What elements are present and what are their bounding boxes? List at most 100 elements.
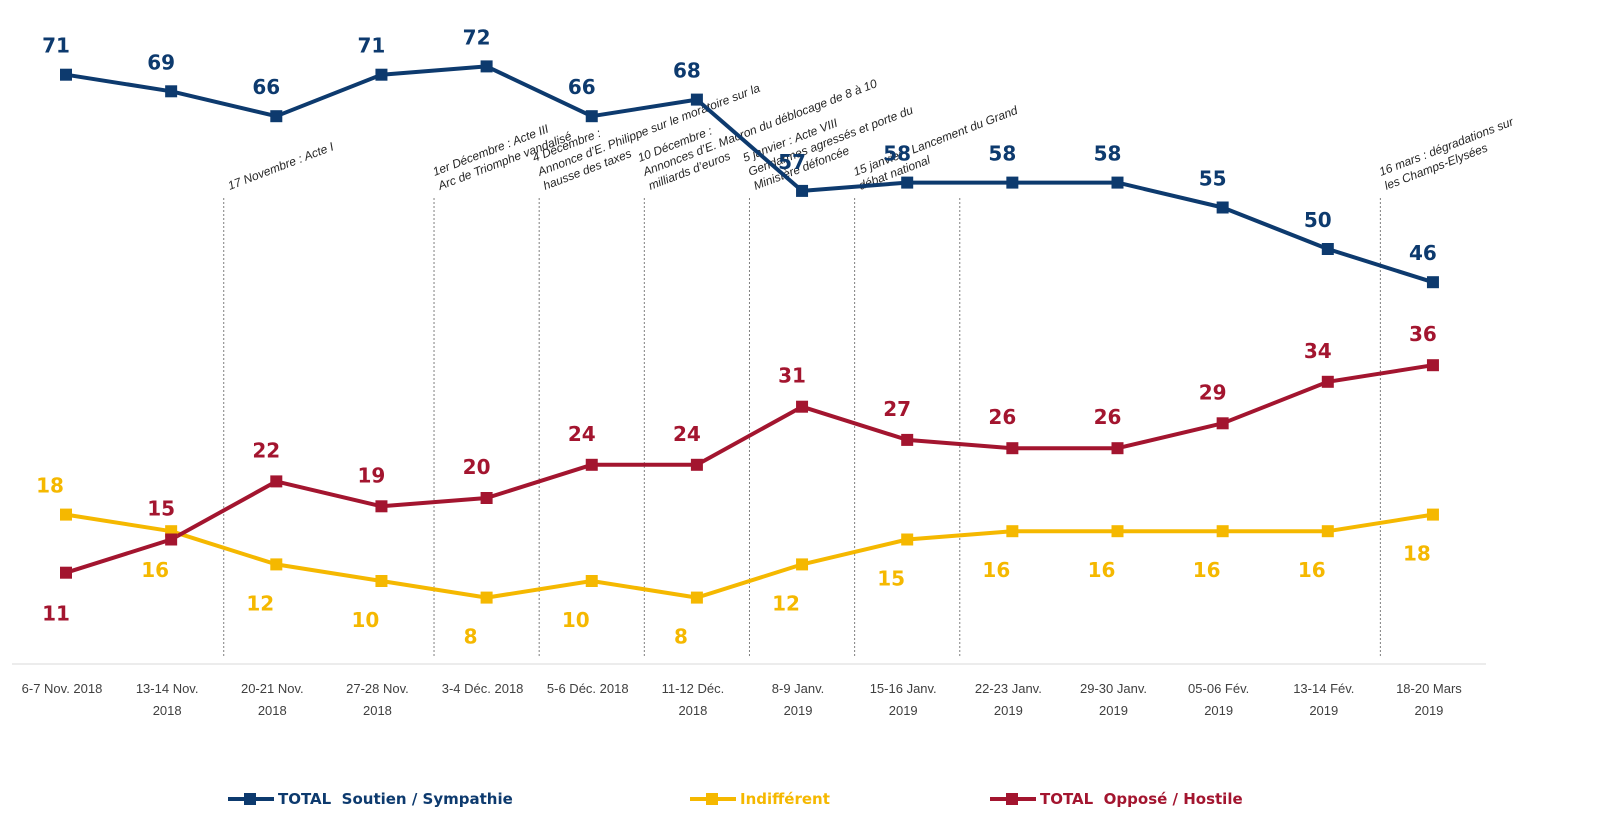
marker-soutien-4	[480, 60, 493, 73]
marker-indifferent-9	[1006, 525, 1019, 538]
marker-oppose-6	[690, 458, 703, 471]
x-tick-label-7: 8-9 Janv. 2019	[772, 681, 825, 718]
marker-oppose-13	[1426, 359, 1439, 372]
x-tick-label-2: 20-21 Nov. 2018	[241, 681, 304, 718]
x-tick-label-12: 13-14 Fév. 2019	[1293, 681, 1354, 718]
marker-soutien-0	[60, 68, 72, 81]
value-label-oppose-7: 31	[778, 364, 806, 388]
value-labels: 71 69 66 71 72 66 68 57 58 58 58 55 50 46 18 16 12 10 8 10 8…	[36, 25, 1437, 648]
value-label-indifferent-9: 16	[982, 558, 1010, 582]
value-label-soutien-10: 58	[1094, 142, 1122, 166]
marker-indifferent-8	[901, 533, 914, 546]
value-label-indifferent-2: 12	[246, 591, 274, 615]
value-label-oppose-9: 26	[988, 405, 1016, 429]
marker-oppose-2	[270, 475, 283, 488]
value-label-soutien-11: 55	[1199, 167, 1227, 191]
value-label-soutien-2: 66	[252, 75, 280, 99]
marker-indifferent-4	[480, 591, 493, 604]
value-label-oppose-13: 36	[1409, 322, 1437, 346]
marker-soutien-13	[1426, 276, 1439, 289]
value-label-soutien-3: 71	[358, 34, 386, 58]
marker-soutien-2	[270, 110, 283, 123]
value-label-indifferent-6: 8	[674, 625, 688, 649]
marker-oppose-9	[1006, 442, 1019, 455]
value-label-indifferent-1: 16	[141, 558, 169, 582]
value-label-indifferent-11: 16	[1193, 558, 1221, 582]
x-tick-label-11: 05-06 Fév. 2019	[1188, 681, 1249, 718]
marker-indifferent-3	[375, 575, 388, 587]
x-tick-label-1: 13-14 Nov. 2018	[136, 681, 199, 718]
marker-soutien-6	[690, 93, 703, 106]
value-label-soutien-8: 58	[883, 142, 911, 166]
x-tick-labels: 6-7 Nov. 2018 13-14 Nov. 2018 20-21 Nov. 201…	[22, 681, 1463, 718]
marker-soutien-8	[901, 176, 914, 189]
value-label-oppose-11: 29	[1199, 380, 1227, 404]
marker-indifferent-10	[1111, 525, 1124, 538]
legend-swatch-soutien	[228, 793, 274, 805]
marker-oppose-5	[585, 458, 598, 471]
x-tick-label-4: 3-4 Déc. 2018	[442, 681, 524, 696]
legend-swatch-oppose	[990, 793, 1036, 805]
value-label-indifferent-4: 8	[464, 625, 478, 649]
legend-item-indifferent: Indifférent	[690, 785, 830, 813]
marker-indifferent-6	[690, 591, 703, 604]
value-label-oppose-5: 24	[568, 422, 596, 446]
marker-oppose-3	[375, 500, 388, 513]
marker-oppose-4	[480, 492, 493, 504]
value-label-oppose-8: 27	[883, 397, 911, 421]
marker-soutien-9	[1006, 176, 1019, 189]
x-tick-label-0: 6-7 Nov. 2018	[22, 681, 103, 696]
series-line-oppose	[65, 363, 1434, 575]
marker-indifferent-5	[585, 575, 598, 587]
event-annotation-0: 17 Novembre : Acte I	[226, 139, 336, 193]
value-label-indifferent-5: 10	[562, 608, 590, 632]
x-tick-label-8: 15-16 Janv. 2019	[870, 681, 937, 718]
value-label-oppose-10: 26	[1094, 405, 1122, 429]
line-chart: 17 Novembre : Acte I 1er Décembre : Acte …	[12, 25, 1516, 718]
marker-oppose-11	[1216, 417, 1229, 430]
value-label-indifferent-12: 16	[1298, 558, 1326, 582]
value-label-indifferent-0: 18	[36, 474, 64, 498]
marker-indifferent-11	[1216, 525, 1229, 538]
value-label-soutien-9: 58	[988, 142, 1016, 166]
value-label-oppose-1: 15	[147, 497, 175, 521]
legend-swatch-indifferent	[690, 793, 736, 805]
value-label-soutien-13: 46	[1409, 241, 1437, 265]
x-tick-label-9: 22-23 Janv. 2019	[975, 681, 1042, 718]
legend-label-oppose: TOTAL Opposé / Hostile	[1040, 790, 1243, 808]
value-label-indifferent-8: 15	[877, 567, 905, 591]
legend-label-indifferent: Indifférent	[740, 790, 830, 808]
value-label-soutien-6: 68	[673, 59, 701, 83]
value-label-oppose-2: 22	[252, 438, 280, 462]
marker-indifferent-2	[270, 558, 283, 571]
x-tick-label-3: 27-28 Nov. 2018	[346, 681, 409, 718]
value-label-oppose-4: 20	[463, 455, 491, 479]
value-label-soutien-7: 57	[778, 150, 806, 174]
marker-soutien-12	[1321, 243, 1334, 255]
x-tick-label-5: 5-6 Déc. 2018	[547, 681, 629, 696]
marker-soutien-10	[1111, 176, 1124, 189]
marker-indifferent-0	[60, 508, 72, 521]
event-annotation-line: 17 Novembre : Acte I	[226, 139, 336, 193]
marker-indifferent-12	[1321, 525, 1334, 538]
value-label-indifferent-7: 12	[772, 591, 800, 615]
value-label-oppose-3: 19	[358, 463, 386, 487]
value-label-soutien-1: 69	[147, 50, 175, 74]
marker-soutien-3	[375, 68, 388, 81]
series-line-soutien	[65, 64, 1434, 285]
marker-oppose-12	[1321, 375, 1334, 388]
value-label-indifferent-3: 10	[352, 608, 380, 632]
marker-oppose-8	[901, 433, 914, 446]
marker-soutien-5	[585, 110, 598, 123]
marker-soutien-1	[165, 85, 178, 98]
legend-item-soutien: TOTAL Soutien / Sympathie	[228, 785, 513, 813]
value-label-soutien-0: 71	[42, 34, 70, 58]
marker-soutien-7	[796, 184, 809, 197]
marker-oppose-1	[165, 533, 178, 546]
x-tick-label-13: 18-20 Mars 2019	[1396, 681, 1462, 718]
value-label-oppose-12: 34	[1304, 339, 1332, 363]
value-label-soutien-5: 66	[568, 75, 596, 99]
marker-oppose-10	[1111, 442, 1124, 455]
series-line-indifferent	[65, 512, 1434, 600]
